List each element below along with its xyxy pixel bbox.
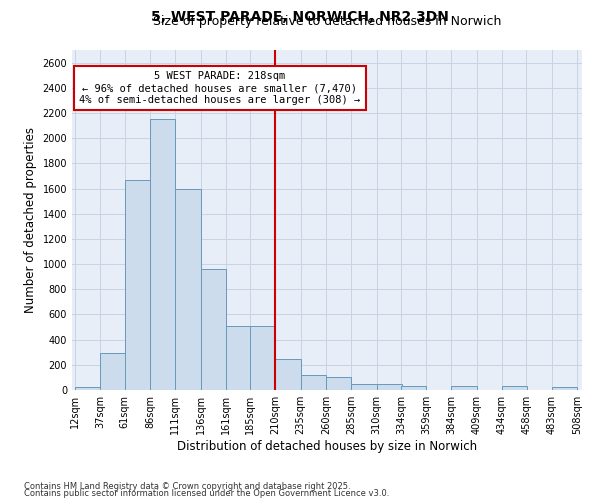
Bar (75, 387, 100, 390)
Text: 5, WEST PARADE, NORWICH, NR2 3DN: 5, WEST PARADE, NORWICH, NR2 3DN (151, 10, 449, 24)
X-axis label: Distribution of detached houses by size in Norwich: Distribution of detached houses by size … (177, 440, 477, 453)
Bar (451, 386, 477, 390)
Text: 5 WEST PARADE: 218sqm
← 96% of detached houses are smaller (7,470)
4% of semi-de: 5 WEST PARADE: 218sqm ← 96% of detached … (79, 72, 361, 104)
Bar (351, 384, 377, 390)
Bar (250, 326, 275, 390)
Bar (502, 386, 527, 390)
Bar (377, 384, 402, 390)
Bar (326, 378, 351, 390)
Bar (125, 180, 150, 390)
Title: Size of property relative to detached houses in Norwich: Size of property relative to detached ho… (153, 15, 501, 28)
Bar (200, 269, 226, 390)
Bar (226, 326, 251, 390)
Bar (401, 386, 426, 390)
Bar (551, 387, 577, 390)
Text: Contains HM Land Registry data © Crown copyright and database right 2025.: Contains HM Land Registry data © Crown c… (24, 482, 350, 491)
Bar (100, 353, 125, 390)
Bar (175, 188, 200, 390)
Text: Contains public sector information licensed under the Open Government Licence v3: Contains public sector information licen… (24, 489, 389, 498)
Y-axis label: Number of detached properties: Number of detached properties (24, 127, 37, 313)
Bar (301, 375, 326, 390)
Bar (150, 120, 175, 390)
Bar (275, 359, 301, 390)
